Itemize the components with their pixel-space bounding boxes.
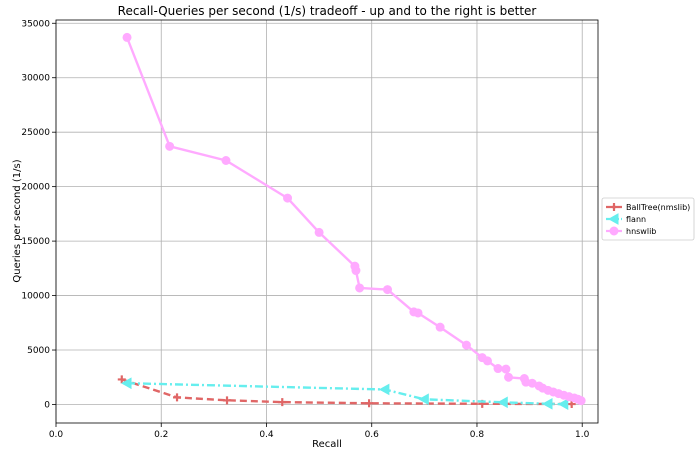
plot-frame: [55, 19, 599, 424]
data-point: [482, 356, 492, 366]
legend-item: hnswlib: [606, 226, 656, 236]
data-point: [418, 393, 429, 406]
x-tick-label: 0.0: [49, 430, 64, 440]
y-tick-label: 20000: [21, 183, 50, 193]
data-point: [221, 156, 231, 166]
series-flann: [121, 377, 569, 411]
legend: BallTree(nmslib) flann hnswlib: [601, 197, 695, 241]
data-point: [557, 398, 569, 411]
legend-item: BallTree(nmslib): [606, 203, 690, 212]
data-point: [413, 308, 423, 318]
series-layer: [117, 32, 586, 411]
y-tick-label: 25000: [21, 128, 50, 138]
y-tick-label: 30000: [21, 74, 50, 84]
data-point: [383, 285, 393, 295]
data-point: [461, 340, 471, 350]
y-tick-label: 0: [44, 400, 50, 410]
legend-marker: [609, 226, 619, 236]
grid: [55, 20, 598, 423]
data-point: [165, 141, 175, 151]
x-tick-label: 0.6: [365, 430, 380, 440]
legend-frame: [601, 197, 695, 241]
data-point: [355, 283, 365, 293]
x-tick-label: 0.4: [259, 430, 274, 440]
data-point: [122, 32, 132, 42]
y-tick-label: 5000: [27, 346, 50, 356]
legend-label: flann: [626, 215, 646, 224]
x-tick-label: 0.8: [470, 430, 485, 440]
y-axis-label: Queries per second (1/s): [12, 159, 23, 282]
x-tick-label: 1.0: [575, 430, 590, 440]
legend-item: flann: [606, 213, 646, 225]
series-line: [125, 36, 582, 402]
y-tick-label: 35000: [21, 19, 50, 29]
data-point: [576, 396, 586, 406]
series-hnswlib: [122, 32, 586, 406]
data-point: [378, 383, 390, 396]
data-point: [278, 398, 287, 407]
legend-label: BallTree(nmslib): [626, 203, 690, 212]
data-point: [501, 364, 511, 374]
y-tick-label: 15000: [21, 237, 50, 247]
series-line: [126, 382, 564, 406]
legend-marker: [610, 203, 618, 211]
data-point: [283, 193, 293, 203]
axis-ticks: 0.0 0.2 0.4 0.6 0.8 1.0 0 5000 10000 15000 20000 25…: [21, 19, 589, 440]
y-tick-label: 10000: [21, 292, 50, 302]
series-balltree-nmslib: [117, 375, 576, 409]
chart-title: Recall-Queries per second (1/s) tradeoff…: [118, 4, 537, 18]
data-point: [365, 399, 374, 408]
legend-label: hnswlib: [626, 227, 656, 236]
data-point: [314, 227, 324, 237]
data-point: [173, 393, 182, 402]
data-point: [504, 372, 514, 382]
data-point: [117, 375, 126, 384]
data-point: [493, 364, 503, 374]
data-point: [497, 396, 508, 409]
data-point: [223, 396, 232, 405]
legend-marker: [607, 213, 619, 225]
data-point: [121, 377, 132, 390]
data-point: [541, 397, 553, 410]
data-point: [435, 322, 445, 332]
data-point: [351, 266, 361, 276]
x-axis-label: Recall: [312, 439, 342, 450]
x-tick-label: 0.2: [154, 430, 168, 440]
